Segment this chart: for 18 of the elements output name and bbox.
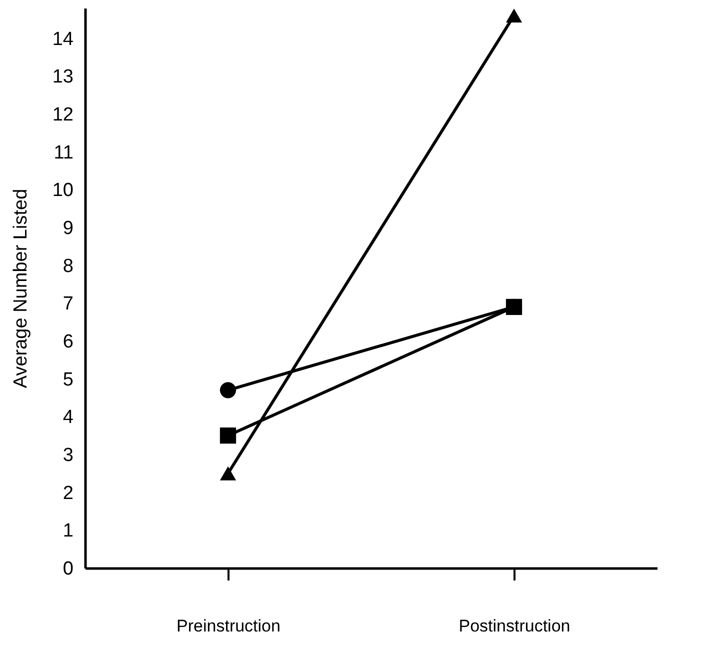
y-tick-label: 11 bbox=[54, 142, 74, 164]
y-tick-label: 4 bbox=[62, 407, 74, 428]
y-tick-label: 6 bbox=[62, 331, 74, 352]
x-tick-label: Postinstruction bbox=[458, 616, 570, 636]
y-tick-label: 0 bbox=[62, 558, 74, 580]
y-tick-label: 7 bbox=[62, 294, 74, 315]
y-tick-label: 12 bbox=[52, 104, 74, 126]
y-tick-label: 10 bbox=[52, 180, 74, 202]
y-tick-label: 2 bbox=[62, 482, 74, 504]
y-tick-label: 13 bbox=[52, 66, 74, 88]
x-tick-label: Preinstruction bbox=[176, 616, 280, 636]
y-axis-title: Average Number Listed bbox=[10, 188, 32, 388]
y-tick-label: 14 bbox=[52, 28, 74, 50]
y-tick-label: 8 bbox=[62, 256, 74, 277]
y-tick-label: 3 bbox=[62, 444, 74, 466]
y-tick-label: 5 bbox=[62, 369, 74, 390]
y-tick-label: 9 bbox=[62, 218, 74, 239]
y-tick-label: 1 bbox=[62, 520, 74, 542]
